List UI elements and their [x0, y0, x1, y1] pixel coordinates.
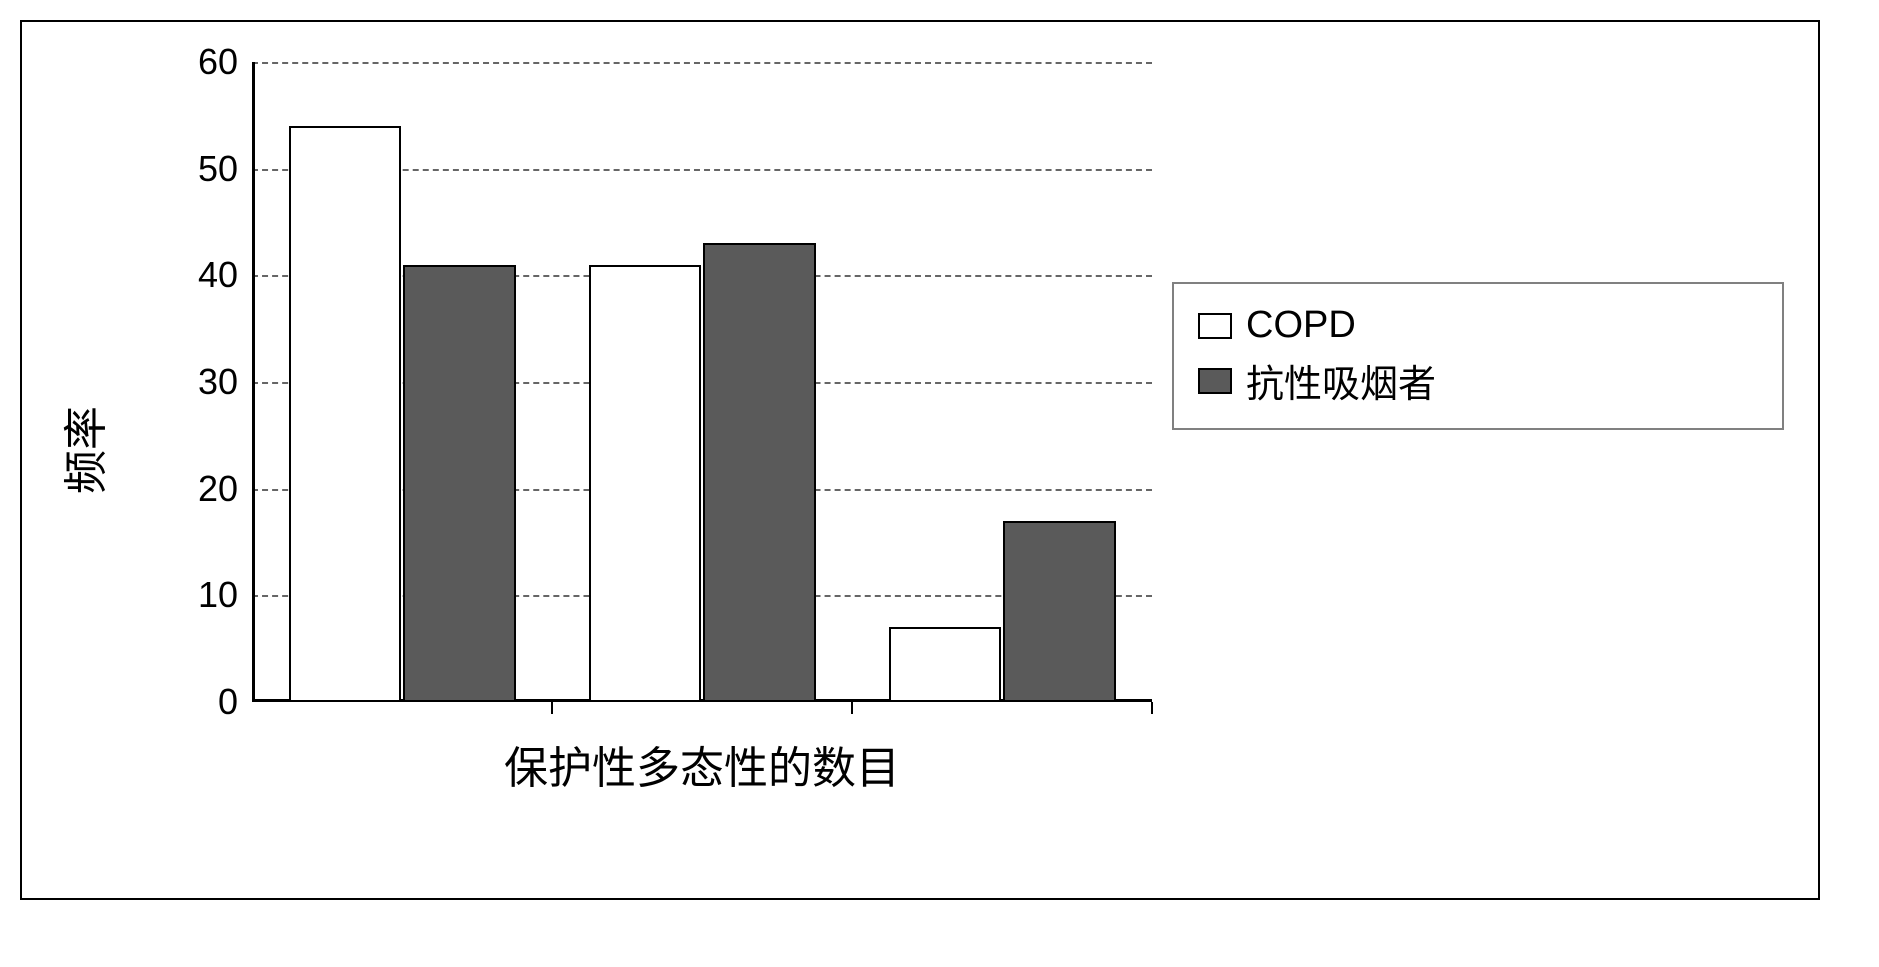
chart-container: 频率 0102030405060 保护性多态性的数目 COPD抗性吸烟者	[62, 42, 1778, 858]
y-tick-label: 20	[198, 468, 252, 510]
bar	[703, 243, 816, 702]
bar	[403, 265, 516, 702]
gridline	[252, 62, 1152, 64]
plot-area: 0102030405060	[252, 62, 1152, 702]
y-tick-label: 50	[198, 148, 252, 190]
legend-swatch	[1198, 313, 1232, 339]
bar	[589, 265, 702, 702]
bar	[1003, 521, 1116, 702]
legend-label: 抗性吸烟者	[1246, 353, 1436, 408]
legend: COPD 抗性吸烟者	[1172, 282, 1784, 430]
y-tick-label: 10	[198, 574, 252, 616]
x-tick	[1151, 702, 1153, 714]
y-tick-label: 60	[198, 41, 252, 83]
legend-label: COPD	[1246, 304, 1356, 347]
x-tick	[851, 702, 853, 714]
y-tick-label: 30	[198, 361, 252, 403]
y-axis-label: 频率	[50, 406, 114, 494]
y-tick-label: 40	[198, 254, 252, 296]
legend-item: COPD	[1198, 304, 1758, 347]
y-tick-label: 0	[218, 681, 252, 723]
legend-swatch	[1198, 368, 1232, 394]
chart-frame: 频率 0102030405060 保护性多态性的数目 COPD抗性吸烟者	[20, 20, 1820, 900]
bar	[889, 627, 1002, 702]
x-tick	[551, 702, 553, 714]
legend-item: 抗性吸烟者	[1198, 353, 1758, 408]
x-axis-label: 保护性多态性的数目	[252, 732, 1152, 796]
bar	[289, 126, 402, 702]
y-axis	[252, 62, 255, 702]
